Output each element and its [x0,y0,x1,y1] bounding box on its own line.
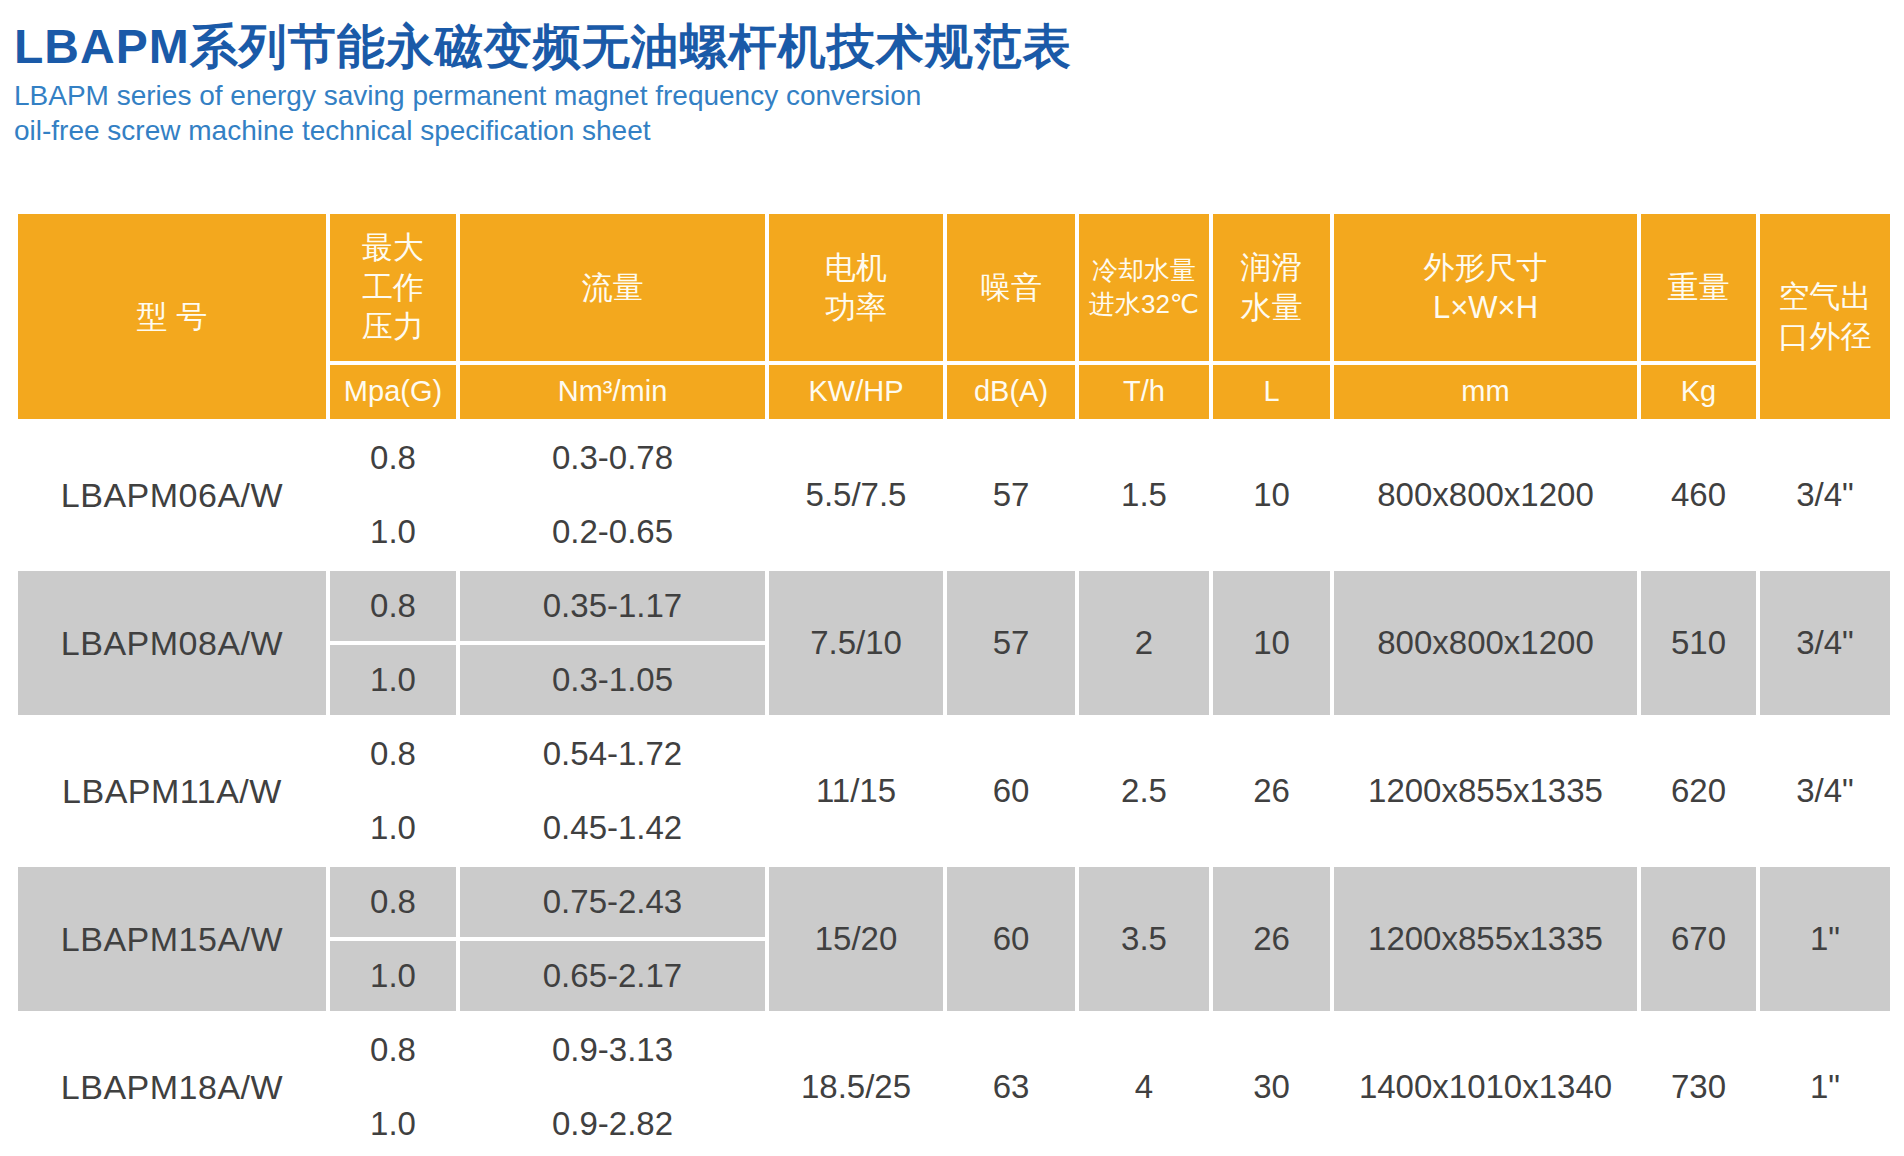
cell-model: LBAPM06A/W [16,421,328,569]
cell-power: 18.5/25 [767,1013,945,1156]
cell-lube: 30 [1211,1013,1332,1156]
cell-pressure: 1.0 [328,495,458,569]
cell-dims: 1400x1010x1340 [1332,1013,1639,1156]
cell-cooling: 1.5 [1077,421,1211,569]
cell-pressure: 0.8 [328,717,458,791]
spec-table: 型 号 最大 工作 压力 流量 电机 功率 噪音 冷却水量 进水32℃ 润滑 水… [14,210,1894,1156]
cell-pressure: 1.0 [328,791,458,865]
table-row: LBAPM18A/W 0.8 0.9-3.13 18.5/25 63 4 30 … [16,1013,1892,1087]
cell-weight: 620 [1639,717,1758,865]
cell-noise: 63 [945,1013,1077,1156]
cell-lube: 26 [1211,717,1332,865]
page-subtitle-line1: LBAPM series of energy saving permanent … [14,78,1890,113]
col-header-lube: 润滑 水量 [1211,212,1332,363]
page-subtitle-line2: oil-free screw machine technical specifi… [14,113,1890,148]
cell-cooling: 3.5 [1077,865,1211,1013]
cell-flow: 0.65-2.17 [458,939,767,1013]
col-unit-lube: L [1211,363,1332,421]
cell-flow: 0.9-2.82 [458,1087,767,1156]
col-header-outlet: 空气出 口外径 [1758,212,1892,421]
cell-flow: 0.75-2.43 [458,865,767,939]
spec-sheet-page: LBAPM系列节能永磁变频无油螺杆机技术规范表 LBAPM series of … [0,0,1904,1156]
col-header-dims: 外形尺寸 L×W×H [1332,212,1639,363]
cell-flow: 0.2-0.65 [458,495,767,569]
table-row: LBAPM15A/W 0.8 0.75-2.43 15/20 60 3.5 26… [16,865,1892,939]
cell-power: 11/15 [767,717,945,865]
table-row: LBAPM11A/W 0.8 0.54-1.72 11/15 60 2.5 26… [16,717,1892,791]
cell-power: 5.5/7.5 [767,421,945,569]
cell-weight: 730 [1639,1013,1758,1156]
cell-outlet: 3/4" [1758,421,1892,569]
cell-outlet: 1" [1758,1013,1892,1156]
col-unit-weight: Kg [1639,363,1758,421]
cell-noise: 57 [945,421,1077,569]
page-title: LBAPM系列节能永磁变频无油螺杆机技术规范表 [14,18,1890,76]
cell-lube: 10 [1211,421,1332,569]
cell-outlet: 3/4" [1758,717,1892,865]
col-unit-flow: Nm³/min [458,363,767,421]
cell-model: LBAPM11A/W [16,717,328,865]
cell-pressure: 0.8 [328,865,458,939]
cell-noise: 57 [945,569,1077,717]
cell-power: 7.5/10 [767,569,945,717]
cell-dims: 800x800x1200 [1332,569,1639,717]
cell-cooling: 2.5 [1077,717,1211,865]
cell-outlet: 3/4" [1758,569,1892,717]
cell-flow: 0.35-1.17 [458,569,767,643]
cell-noise: 60 [945,717,1077,865]
col-header-pressure: 最大 工作 压力 [328,212,458,363]
cell-model: LBAPM08A/W [16,569,328,717]
cell-noise: 60 [945,865,1077,1013]
table-row: LBAPM06A/W 0.8 0.3-0.78 5.5/7.5 57 1.5 1… [16,421,1892,495]
table-row: LBAPM08A/W 0.8 0.35-1.17 7.5/10 57 2 10 … [16,569,1892,643]
col-header-noise: 噪音 [945,212,1077,363]
cell-cooling: 4 [1077,1013,1211,1156]
col-unit-dims: mm [1332,363,1639,421]
cell-model: LBAPM18A/W [16,1013,328,1156]
cell-flow: 0.3-1.05 [458,643,767,717]
cell-dims: 1200x855x1335 [1332,717,1639,865]
col-header-weight: 重量 [1639,212,1758,363]
cell-dims: 800x800x1200 [1332,421,1639,569]
cell-dims: 1200x855x1335 [1332,865,1639,1013]
cell-pressure: 0.8 [328,1013,458,1087]
col-header-model: 型 号 [16,212,328,421]
col-unit-power: KW/HP [767,363,945,421]
col-header-cooling: 冷却水量 进水32℃ [1077,212,1211,363]
col-header-power: 电机 功率 [767,212,945,363]
cell-pressure: 1.0 [328,939,458,1013]
cell-flow: 0.3-0.78 [458,421,767,495]
cell-lube: 10 [1211,569,1332,717]
cell-weight: 510 [1639,569,1758,717]
cell-pressure: 0.8 [328,421,458,495]
cell-pressure: 1.0 [328,643,458,717]
cell-pressure: 0.8 [328,569,458,643]
cell-weight: 670 [1639,865,1758,1013]
cell-weight: 460 [1639,421,1758,569]
col-unit-cooling: T/h [1077,363,1211,421]
cell-cooling: 2 [1077,569,1211,717]
cell-outlet: 1" [1758,865,1892,1013]
cell-flow: 0.9-3.13 [458,1013,767,1087]
cell-flow: 0.54-1.72 [458,717,767,791]
cell-model: LBAPM15A/W [16,865,328,1013]
cell-power: 15/20 [767,865,945,1013]
header-row-main: 型 号 最大 工作 压力 流量 电机 功率 噪音 冷却水量 进水32℃ 润滑 水… [16,212,1892,363]
col-unit-noise: dB(A) [945,363,1077,421]
cell-lube: 26 [1211,865,1332,1013]
cell-flow: 0.45-1.42 [458,791,767,865]
cell-pressure: 1.0 [328,1087,458,1156]
col-header-flow: 流量 [458,212,767,363]
col-unit-pressure: Mpa(G) [328,363,458,421]
